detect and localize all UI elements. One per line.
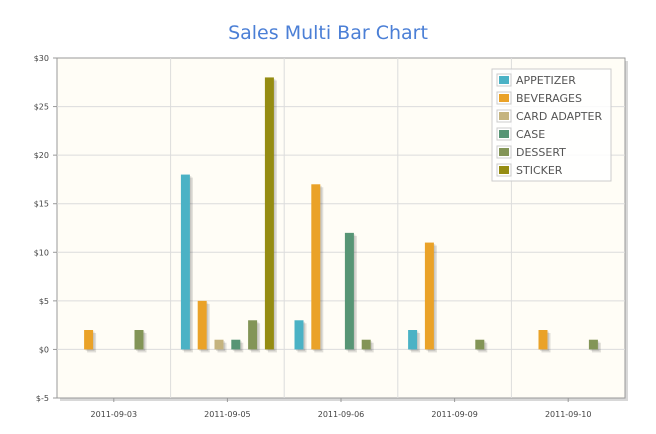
y-tick-label: $20 <box>34 151 49 160</box>
bar <box>311 184 321 350</box>
legend-swatch <box>499 94 509 102</box>
bar <box>588 339 598 350</box>
legend-swatch <box>499 130 509 138</box>
legend-swatch <box>499 76 509 84</box>
y-axis: $-5 $0 $5 $10 $15 $20 $25 $30 <box>34 54 57 403</box>
bar <box>361 339 371 350</box>
legend-swatch <box>499 148 509 156</box>
y-tick-label: $5 <box>39 297 49 306</box>
legend-label: CASE <box>516 128 545 141</box>
x-tick-label: 2011-09-10 <box>545 410 592 419</box>
y-tick-label: $15 <box>34 200 49 209</box>
bar <box>408 330 418 350</box>
bar <box>294 320 304 350</box>
legend: APPETIZER BEVERAGES CARD ADAPTER CASE DESSER… <box>491 68 612 182</box>
legend-label: BEVERAGES <box>516 92 582 105</box>
bar <box>475 339 485 350</box>
bar <box>538 330 548 350</box>
bar <box>424 242 434 350</box>
legend-label: DESSERT <box>516 146 566 159</box>
bar <box>264 77 274 350</box>
legend-label: CARD ADAPTER <box>516 110 602 123</box>
x-tick-label: 2011-09-09 <box>431 410 478 419</box>
y-tick-label: $10 <box>34 248 49 257</box>
y-tick-label: $30 <box>34 54 49 63</box>
bar <box>248 320 258 350</box>
x-axis: 2011-09-03 2011-09-05 2011-09-06 2011-09-09… <box>91 398 592 419</box>
legend-swatch <box>499 112 509 120</box>
y-tick-label: $25 <box>34 103 49 112</box>
bar <box>214 339 224 350</box>
x-tick-label: 2011-09-03 <box>91 410 138 419</box>
y-tick-label: $-5 <box>36 394 49 403</box>
legend-label: APPETIZER <box>516 74 576 87</box>
bar <box>197 300 207 350</box>
x-tick-label: 2011-09-06 <box>318 410 365 419</box>
bars <box>84 77 601 353</box>
legend-label: STICKER <box>516 164 563 177</box>
bar <box>344 232 354 350</box>
bar <box>231 339 241 350</box>
y-tick-label: $0 <box>39 345 49 354</box>
legend-box <box>491 68 612 182</box>
bar <box>84 330 94 350</box>
bar <box>134 330 144 350</box>
x-tick-label: 2011-09-05 <box>204 410 251 419</box>
bar <box>180 174 190 350</box>
legend-swatch <box>499 166 509 174</box>
chart-title: Sales Multi Bar Chart <box>228 22 428 44</box>
